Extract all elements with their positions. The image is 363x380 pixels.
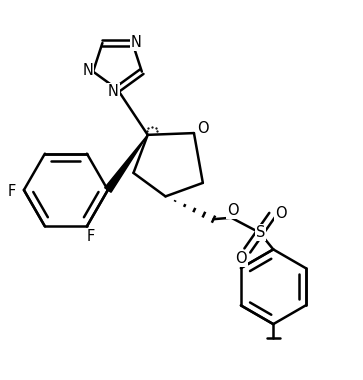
- Text: O: O: [227, 203, 239, 218]
- Text: N: N: [108, 84, 119, 98]
- Text: N: N: [82, 63, 93, 78]
- Text: F: F: [7, 184, 16, 199]
- Text: O: O: [197, 121, 209, 136]
- Text: O: O: [275, 206, 287, 221]
- Text: S: S: [256, 225, 265, 240]
- Polygon shape: [105, 135, 148, 192]
- Text: F: F: [86, 229, 94, 244]
- Text: O: O: [235, 251, 247, 266]
- Text: N: N: [131, 35, 142, 50]
